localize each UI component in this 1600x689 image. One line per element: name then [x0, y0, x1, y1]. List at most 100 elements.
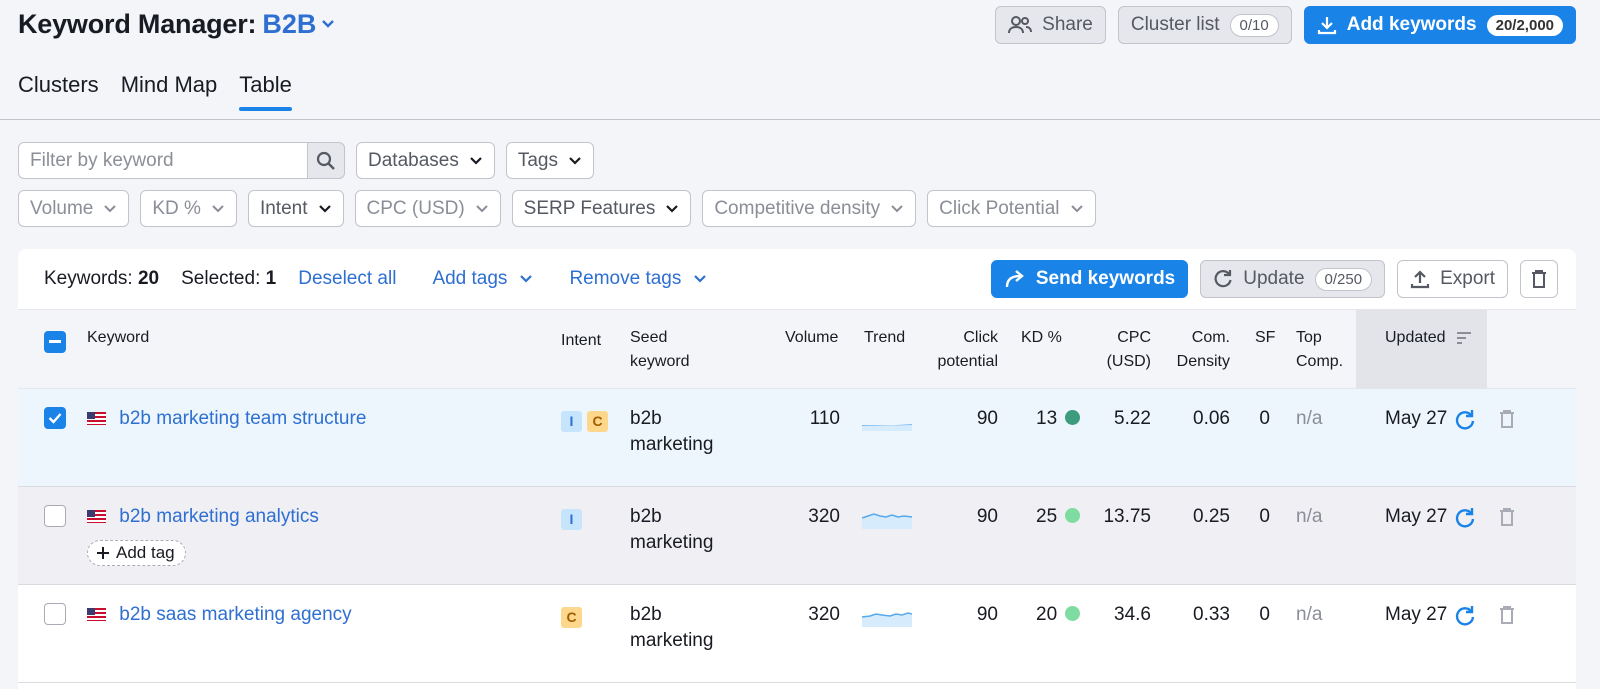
- intent-dropdown[interactable]: Intent: [247, 190, 344, 227]
- refresh-row-icon[interactable]: [1454, 605, 1476, 635]
- add-tag-button[interactable]: Add tag: [87, 540, 186, 566]
- chevron-down-icon: [212, 204, 224, 212]
- row-checkbox[interactable]: [44, 407, 66, 429]
- export-label: Export: [1440, 268, 1495, 289]
- col-click-potential[interactable]: Click potential: [930, 326, 999, 374]
- col-com-line1: Com.: [1191, 329, 1230, 346]
- add-tags-dropdown[interactable]: Add tags: [432, 268, 533, 290]
- add-keywords-count: 20/2,000: [1486, 14, 1563, 36]
- row-checkbox[interactable]: [44, 603, 66, 625]
- col-seed-line2: keyword: [630, 353, 690, 370]
- add-tag-label: Add tag: [116, 543, 175, 562]
- check-icon: [48, 413, 62, 424]
- sf-cell: 0: [1259, 604, 1270, 625]
- chevron-down-icon[interactable]: [321, 19, 335, 29]
- cluster-list-button[interactable]: Cluster list 0/10: [1117, 6, 1292, 44]
- table-row[interactable]: b2b saas marketing agency C b2b marketin…: [18, 585, 1576, 683]
- kd-value: 25: [1036, 506, 1058, 527]
- seed-keyword-cell: b2b marketing: [630, 504, 713, 556]
- table-row[interactable]: b2b marketing analytics Add tag I b2b ma…: [18, 487, 1576, 585]
- density-cell: 0.06: [1193, 408, 1230, 429]
- col-cpc[interactable]: CPC (USD): [1099, 326, 1151, 374]
- delete-selected-button[interactable]: [1520, 260, 1558, 298]
- volume-cell: 110: [809, 408, 840, 429]
- col-click-line1: Click: [963, 329, 998, 346]
- keywords-stat: Keywords: 20: [44, 268, 159, 290]
- trash-icon[interactable]: [1498, 409, 1516, 437]
- click-potential-label: Click Potential: [939, 197, 1060, 219]
- share-button[interactable]: Share: [995, 6, 1106, 44]
- refresh-row-icon[interactable]: [1454, 409, 1476, 439]
- update-button[interactable]: Update 0/250: [1200, 260, 1386, 298]
- kd-dot: [1065, 508, 1081, 523]
- tags-dropdown[interactable]: Tags: [505, 142, 594, 179]
- col-seed-keyword[interactable]: Seed keyword: [630, 326, 690, 374]
- chevron-down-icon: [569, 156, 581, 165]
- col-kd[interactable]: KD %: [1021, 329, 1062, 346]
- col-com-density[interactable]: Com. Density: [1168, 326, 1230, 374]
- page-title: Keyword Manager:: [18, 8, 257, 39]
- export-button[interactable]: Export: [1397, 260, 1508, 298]
- kd-dot: [1065, 410, 1081, 425]
- keyword-link[interactable]: b2b saas marketing agency: [119, 604, 352, 625]
- click-potential-dropdown[interactable]: Click Potential: [927, 190, 1096, 227]
- intent-informational-badge: I: [561, 411, 582, 432]
- row-checkbox[interactable]: [44, 505, 66, 527]
- trend-sparkline: [861, 507, 913, 537]
- keyword-filter-input[interactable]: Filter by keyword: [18, 142, 308, 179]
- sf-cell: 0: [1259, 506, 1270, 527]
- competitive-density-dropdown[interactable]: Competitive density: [702, 190, 917, 227]
- cpc-label: CPC (USD): [366, 197, 465, 219]
- remove-tags-dropdown[interactable]: Remove tags: [569, 268, 707, 290]
- col-updated[interactable]: Updated: [1356, 310, 1487, 390]
- col-top-comp[interactable]: Top Comp.: [1296, 326, 1343, 374]
- col-click-line2: potential: [937, 353, 999, 370]
- chevron-down-icon: [694, 275, 707, 283]
- col-volume[interactable]: Volume: [785, 329, 839, 346]
- tab-mind-map[interactable]: Mind Map: [120, 72, 218, 97]
- click-potential-cell: 90: [976, 506, 998, 527]
- remove-tags-label: Remove tags: [569, 268, 682, 289]
- trash-icon: [1532, 270, 1546, 288]
- col-keyword[interactable]: Keyword: [87, 329, 150, 346]
- share-label: Share: [1042, 14, 1093, 35]
- kd-dropdown[interactable]: KD %: [140, 190, 237, 227]
- keyword-cell: b2b saas marketing agency: [87, 602, 352, 628]
- trash-icon[interactable]: [1498, 507, 1516, 535]
- density-cell: 0.25: [1193, 506, 1230, 527]
- volume-dropdown[interactable]: Volume: [18, 190, 130, 227]
- us-flag-icon: [87, 608, 106, 622]
- chevron-down-icon: [520, 275, 533, 283]
- keyword-link[interactable]: b2b marketing analytics: [119, 506, 319, 527]
- select-all-checkbox[interactable]: [44, 331, 66, 353]
- serp-features-label: SERP Features: [523, 197, 656, 219]
- col-sf[interactable]: SF: [1255, 329, 1276, 346]
- seed-line2: marketing: [630, 532, 714, 553]
- minus-icon: [49, 340, 61, 343]
- cpc-dropdown[interactable]: CPC (USD): [354, 190, 501, 227]
- tags-label: Tags: [517, 149, 558, 171]
- tab-table[interactable]: Table: [239, 72, 292, 111]
- serp-features-dropdown[interactable]: SERP Features: [511, 190, 692, 227]
- cpc-cell: 34.6: [1114, 604, 1151, 625]
- col-trend[interactable]: Trend: [864, 329, 906, 346]
- intent-badges: C: [561, 604, 587, 630]
- deselect-all-link[interactable]: Deselect all: [298, 268, 397, 289]
- tab-clusters[interactable]: Clusters: [18, 72, 99, 97]
- refresh-icon: [1214, 270, 1232, 288]
- col-intent[interactable]: Intent: [561, 332, 602, 349]
- search-icon: [316, 151, 335, 170]
- project-selector[interactable]: B2B: [262, 8, 317, 39]
- search-button[interactable]: [308, 142, 345, 179]
- send-keywords-button[interactable]: Send keywords: [990, 260, 1189, 298]
- competitive-density-label: Competitive density: [714, 197, 881, 219]
- trend-sparkline: [862, 409, 913, 439]
- databases-dropdown[interactable]: Databases: [356, 142, 495, 179]
- refresh-row-icon[interactable]: [1454, 507, 1476, 537]
- trash-icon[interactable]: [1498, 605, 1516, 633]
- tabs-divider: [0, 119, 1600, 120]
- databases-label: Databases: [368, 149, 459, 171]
- keyword-link[interactable]: b2b marketing team structure: [119, 408, 367, 429]
- add-keywords-button[interactable]: Add keywords 20/2,000: [1303, 6, 1576, 44]
